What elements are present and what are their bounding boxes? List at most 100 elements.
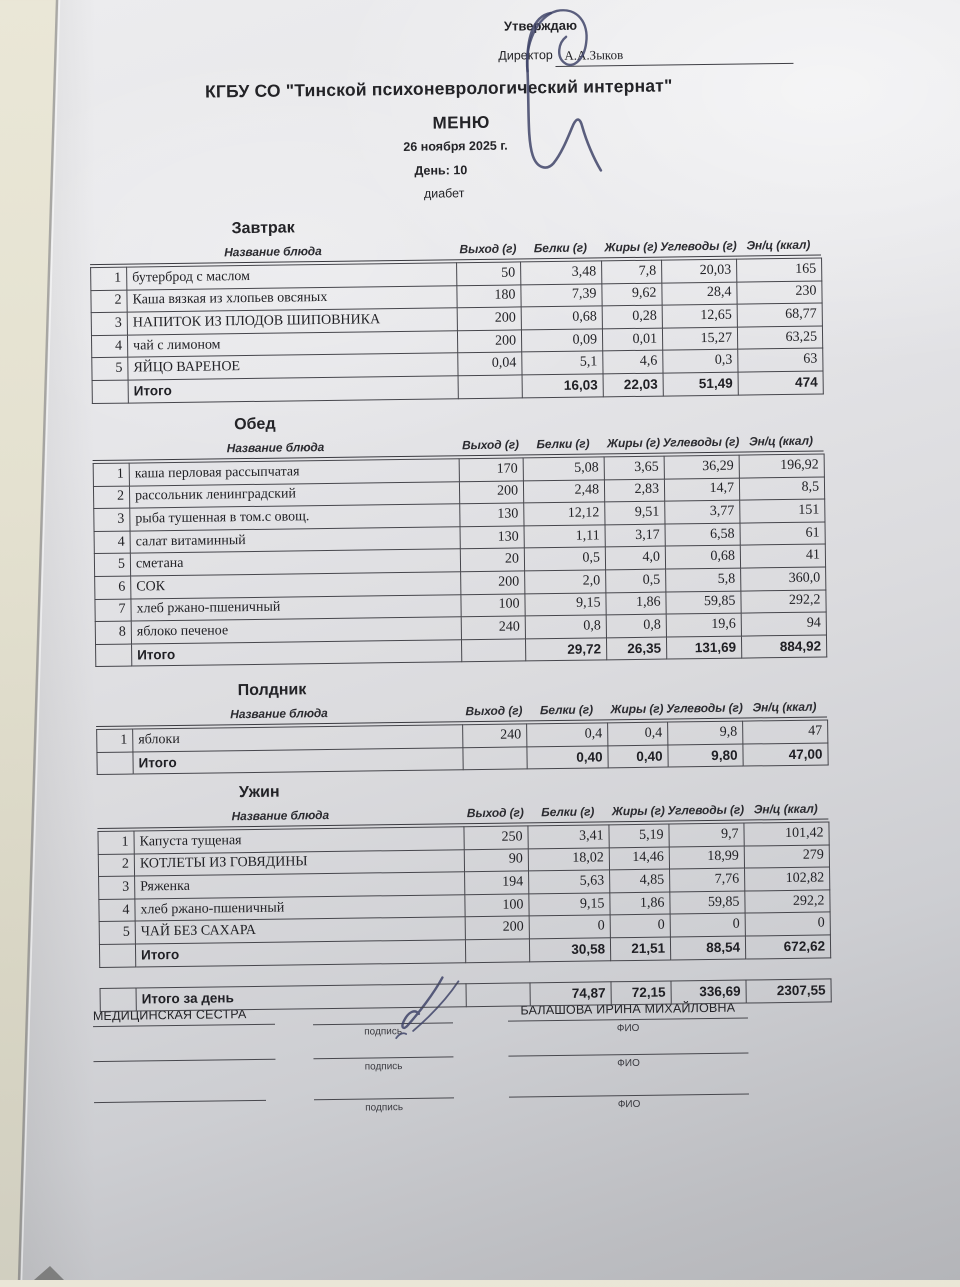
- col-header-protein: Белки (г): [520, 240, 601, 256]
- value-cell: 5,8: [665, 568, 741, 592]
- fio-caption: ФИО: [616, 1022, 640, 1035]
- total-value: 0,40: [526, 745, 609, 770]
- value-cell: 0,09: [521, 328, 603, 353]
- row-index: 2: [90, 289, 128, 313]
- total-value: 2307,55: [745, 978, 832, 1003]
- meal-section-snack: Полдник Название блюда Выход (г) Белки (г) Ж…: [95, 673, 829, 775]
- value-cell: 5,08: [523, 456, 605, 481]
- value-cell: 3,48: [520, 260, 602, 285]
- value-cell: 170: [459, 457, 524, 482]
- meal-title-dinner: Ужин: [238, 783, 280, 802]
- output-cell: [461, 638, 526, 663]
- value-cell: 0,3: [662, 349, 739, 374]
- col-header-energy: Эн/ц (ккал): [742, 699, 827, 715]
- value-cell: 0: [610, 914, 671, 938]
- value-cell: 240: [462, 723, 527, 748]
- signature-line: [93, 1058, 276, 1063]
- col-header-energy: Эн/ц (ккал): [738, 433, 823, 449]
- signature-caption: подпись: [364, 1061, 403, 1073]
- value-cell: 360,0: [740, 566, 826, 591]
- value-cell: 200: [460, 570, 525, 595]
- row-index: 3: [91, 312, 128, 336]
- row-index: 4: [98, 898, 136, 922]
- fio-caption: ФИО: [617, 1098, 641, 1111]
- total-label: Итого: [135, 939, 466, 967]
- value-cell: 9,7: [668, 823, 745, 847]
- col-header-label: Эн/ц (ккал): [746, 237, 811, 253]
- approval-director-name: А.А.Зыков: [564, 47, 624, 63]
- total-label: Итого: [131, 639, 462, 667]
- col-header-carbs: Углеводы (г): [667, 803, 744, 818]
- total-value: 51,49: [663, 372, 739, 396]
- row-index: [95, 643, 132, 667]
- signature-line: [313, 1097, 454, 1101]
- total-value: 131,69: [666, 635, 742, 660]
- value-cell: 101,42: [743, 821, 830, 846]
- col-header-label: Выход (г): [466, 805, 524, 821]
- value-cell: 180: [456, 284, 522, 308]
- col-header-carbs: Углеводы (г): [660, 239, 737, 254]
- row-index: 6: [94, 576, 131, 600]
- col-header-label: Белки (г): [536, 436, 590, 452]
- col-header-label: Название блюда: [230, 706, 328, 722]
- col-header-output: Выход (г): [462, 703, 526, 718]
- value-cell: 94: [741, 612, 827, 636]
- col-header-label: Название блюда: [226, 440, 325, 456]
- value-cell: 28,4: [661, 281, 738, 306]
- value-cell: 9,15: [524, 592, 607, 617]
- total-label: Итого: [128, 375, 459, 403]
- total-label: Итого: [132, 747, 464, 775]
- value-cell: 200: [457, 329, 522, 354]
- col-header-output: Выход (г): [463, 805, 527, 820]
- value-cell: 9,51: [604, 501, 665, 525]
- row-index: 5: [94, 553, 131, 577]
- meal-section-lunch: Обед Название блюда Выход (г) Белки (г) Жиры…: [92, 407, 827, 667]
- value-cell: 14,7: [664, 477, 740, 502]
- approval-role: Директор: [498, 47, 553, 63]
- col-header-label: Выход (г): [465, 703, 523, 719]
- meal-title-breakfast: Завтрак: [231, 219, 295, 238]
- col-header-energy: Эн/ц (ккал): [743, 801, 828, 817]
- value-cell: 0,04: [457, 352, 523, 376]
- row-index: [100, 988, 137, 1012]
- row-index: 4: [94, 530, 131, 554]
- value-cell: 0,5: [605, 569, 666, 593]
- value-cell: 59,85: [669, 890, 746, 915]
- col-header-carbs: Углеводы (г): [662, 434, 740, 450]
- col-header-label: Жиры (г): [606, 435, 661, 451]
- total-value: 88,54: [670, 936, 746, 960]
- col-header-label: Углеводы (г): [662, 434, 740, 450]
- value-cell: 36,29: [664, 455, 740, 479]
- row-index: 3: [93, 508, 131, 532]
- col-header-label: Название блюда: [224, 244, 322, 260]
- value-cell: 1,86: [609, 891, 671, 916]
- row-index: 1: [90, 267, 127, 291]
- value-cell: 151: [739, 499, 825, 523]
- value-cell: 3,65: [604, 456, 665, 480]
- col-header-label: Выход (г): [459, 241, 517, 257]
- total-value: 672,62: [745, 934, 831, 959]
- col-header-dish: Название блюда: [96, 704, 462, 723]
- value-cell: 68,77: [737, 303, 823, 327]
- total-value: 47,00: [742, 742, 829, 767]
- value-cell: 102,82: [744, 867, 830, 891]
- value-cell: 20,03: [661, 259, 737, 283]
- col-header-label: Название блюда: [231, 807, 330, 824]
- value-cell: 15,27: [662, 326, 738, 351]
- value-cell: 196,92: [739, 453, 825, 478]
- value-cell: 200: [459, 480, 524, 504]
- col-header-output: Выход (г): [458, 437, 522, 452]
- total-value: 26,35: [606, 636, 667, 661]
- col-header-protein: Белки (г): [527, 804, 608, 820]
- value-cell: 9,15: [528, 892, 611, 917]
- total-value: 30,58: [529, 937, 611, 962]
- value-cell: 0: [745, 912, 831, 937]
- output-cell: [458, 374, 523, 399]
- col-header-fat: Жиры (г): [601, 240, 661, 255]
- value-cell: 61: [739, 521, 826, 546]
- row-index: 5: [99, 921, 136, 945]
- organization-name: КГБУ СО "Тинской психоневрологический ин…: [204, 75, 673, 102]
- total-value: 22,03: [603, 373, 664, 397]
